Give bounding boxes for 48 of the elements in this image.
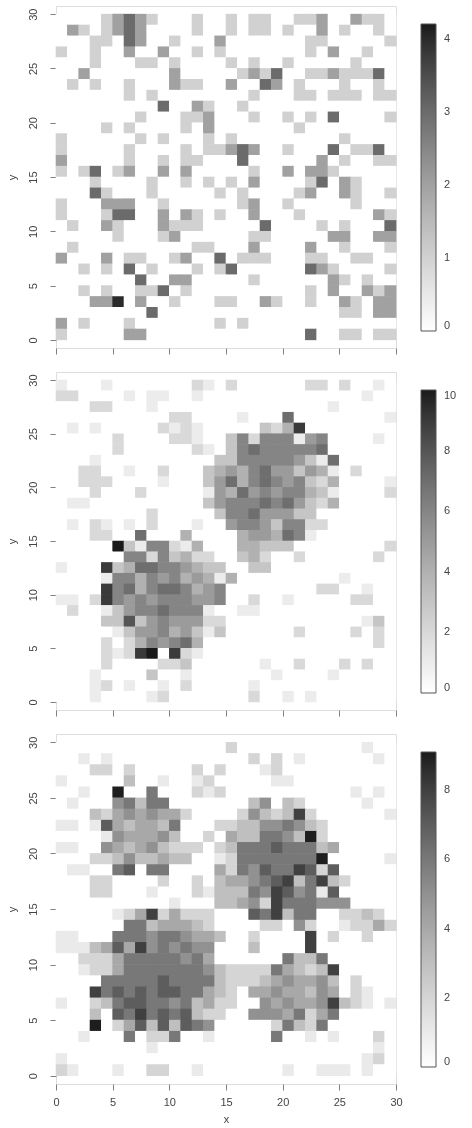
y-axis-title: y [5, 538, 18, 545]
color-bar-label: 6 [444, 504, 451, 517]
y-tick-label: 30 [26, 374, 39, 387]
color-bar-label: 0 [444, 681, 451, 693]
x-tick-label: 20 [277, 1095, 290, 1108]
color-bar-label: 4 [444, 921, 451, 934]
y-tick-label: 0 [26, 1073, 39, 1080]
x-tick-label: 30 [390, 1095, 403, 1108]
y-tick-label: 20 [26, 847, 39, 861]
y-tick-label: 25 [26, 428, 39, 441]
y-tick-label: 10 [26, 225, 39, 238]
color-bar-label: 2 [444, 177, 451, 190]
y-axis-title: y [5, 906, 18, 913]
y-tick-label: 15 [26, 171, 39, 184]
color-bar-label: 6 [444, 852, 451, 865]
x-tick-label: 5 [110, 1095, 117, 1108]
y-tick-label: 20 [26, 481, 39, 494]
y-tick-label: 10 [26, 589, 39, 602]
color-bar-label: 4 [444, 31, 451, 44]
x-tick-label: 10 [163, 1095, 176, 1108]
color-bar-label: 8 [444, 443, 451, 456]
color-bar-label: 0 [444, 319, 451, 331]
y-axis-title: y [5, 174, 18, 181]
color-bar-label: 1 [444, 250, 451, 263]
color-bar-label: 2 [444, 990, 451, 1003]
color-bar-label: 0 [444, 1055, 451, 1067]
y-tick-label: 15 [26, 903, 39, 916]
y-tick-label: 20 [26, 117, 39, 130]
color-bar-label: 3 [444, 104, 451, 117]
color-bar-label: 10 [444, 389, 457, 401]
y-tick-label: 25 [26, 62, 39, 76]
y-tick-label: 30 [26, 736, 39, 749]
x-axis-title: x [223, 1112, 230, 1125]
y-tick-label: 5 [26, 645, 39, 652]
y-tick-label: 25 [26, 792, 39, 805]
color-bar-label: 8 [444, 783, 451, 796]
color-bar-label: 2 [444, 625, 451, 638]
y-tick-label: 5 [26, 1017, 39, 1024]
x-tick-label: 25 [333, 1095, 346, 1108]
y-tick-label: 5 [26, 283, 39, 290]
y-tick-label: 0 [26, 699, 39, 706]
y-tick-label: 30 [26, 8, 39, 21]
y-tick-label: 15 [26, 535, 39, 548]
color-bar-label: 4 [444, 564, 451, 577]
y-tick-label: 10 [26, 958, 39, 972]
y-tick-label: 0 [26, 337, 39, 344]
x-tick-label: 0 [53, 1095, 60, 1108]
x-tick-label: 15 [220, 1095, 233, 1108]
